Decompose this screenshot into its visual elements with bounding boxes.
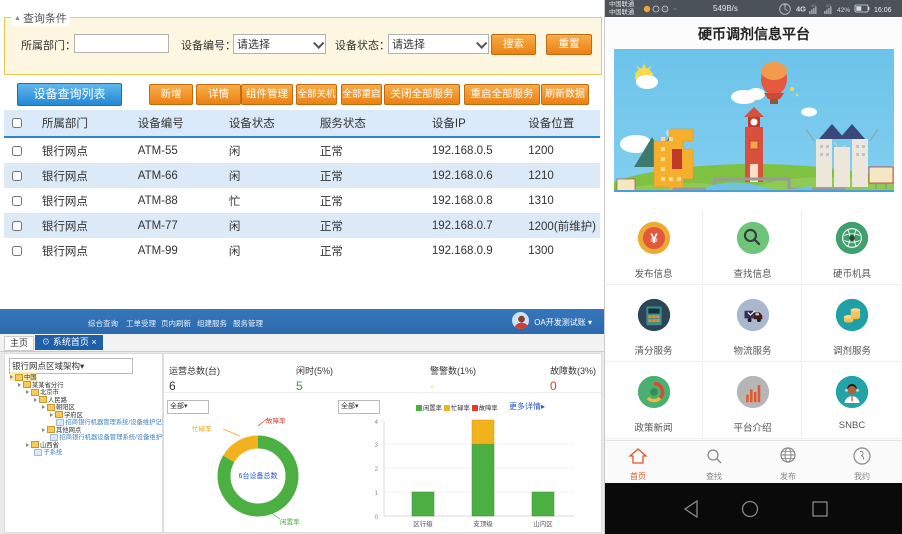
- svg-text:2: 2: [375, 467, 379, 473]
- svg-text:6台设备总数: 6台设备总数: [239, 471, 278, 480]
- svg-text:山内区: 山内区: [533, 519, 553, 528]
- svg-text:区行级: 区行级: [413, 519, 433, 528]
- svg-text:¥: ¥: [650, 231, 658, 246]
- svg-text:⋯: ⋯: [673, 7, 677, 13]
- svg-text:4G: 4G: [796, 4, 806, 13]
- svg-text:4: 4: [375, 420, 379, 426]
- svg-text:42%: 42%: [837, 7, 850, 14]
- svg-text:ⓘ: ⓘ: [663, 6, 667, 12]
- svg-text:闲置率: 闲置率: [280, 517, 300, 526]
- svg-text:1: 1: [375, 491, 379, 497]
- svg-text:16:06: 16:06: [874, 7, 892, 14]
- svg-text:故障率: 故障率: [266, 416, 286, 425]
- svg-text:忙碌率: 忙碌率: [192, 424, 212, 433]
- svg-text:支顶级: 支顶级: [473, 519, 493, 528]
- svg-text:0: 0: [375, 515, 379, 521]
- svg-text:3: 3: [375, 443, 379, 449]
